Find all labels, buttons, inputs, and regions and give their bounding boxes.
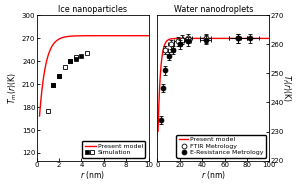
X-axis label: $r$ (nm): $r$ (nm) xyxy=(201,169,226,181)
Y-axis label: $T_f(r)$(K): $T_f(r)$(K) xyxy=(280,74,292,102)
X-axis label: $r$ (nm): $r$ (nm) xyxy=(80,169,105,181)
Legend: Present model, FTIR Metrology, E-Resistance Metrology: Present model, FTIR Metrology, E-Resista… xyxy=(176,135,266,157)
Title: Water nanodroplets: Water nanodroplets xyxy=(174,5,253,14)
Legend: Present model, Simulation: Present model, Simulation xyxy=(82,141,145,157)
Y-axis label: $T_{m}(r)$(K): $T_{m}(r)$(K) xyxy=(6,72,19,104)
Title: Ice nanoparticles: Ice nanoparticles xyxy=(58,5,127,14)
